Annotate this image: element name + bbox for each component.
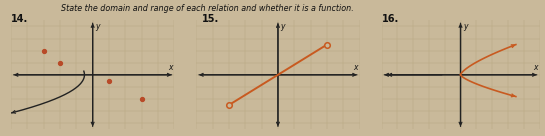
Text: y: y <box>280 22 285 31</box>
Text: 15.: 15. <box>202 14 219 24</box>
Text: y: y <box>463 22 468 31</box>
Text: 16.: 16. <box>382 14 399 24</box>
Text: x: x <box>534 63 538 72</box>
Text: y: y <box>95 22 100 31</box>
Text: x: x <box>354 63 358 72</box>
Text: 14.: 14. <box>11 14 28 24</box>
Text: x: x <box>168 63 173 72</box>
Text: State the domain and range of each relation and whether it is a function.: State the domain and range of each relat… <box>60 4 354 13</box>
